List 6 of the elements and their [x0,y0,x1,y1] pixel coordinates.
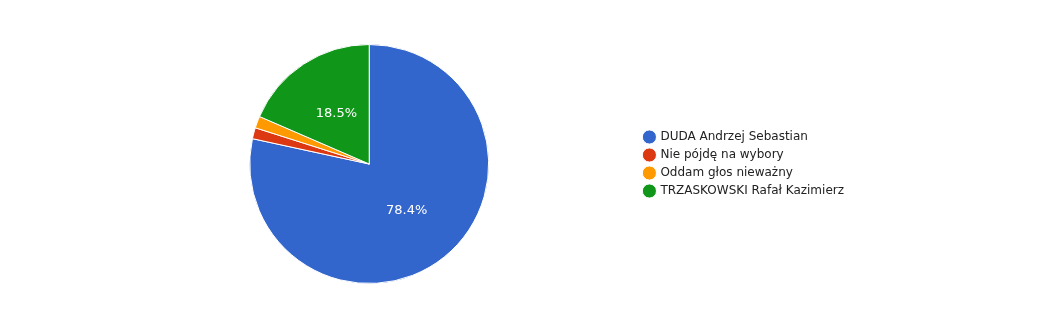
legend-label: Oddam głos nieważny [660,165,793,180]
legend-label: DUDA Andrzej Sebastian [660,129,808,144]
data-label: 18.5% [315,105,358,121]
data-label: 78.4% [386,201,428,217]
legend-label: Nie pójdę na wybory [660,147,784,162]
legend-label: TRZASKOWSKI Rafał Kazimierz [659,183,844,198]
